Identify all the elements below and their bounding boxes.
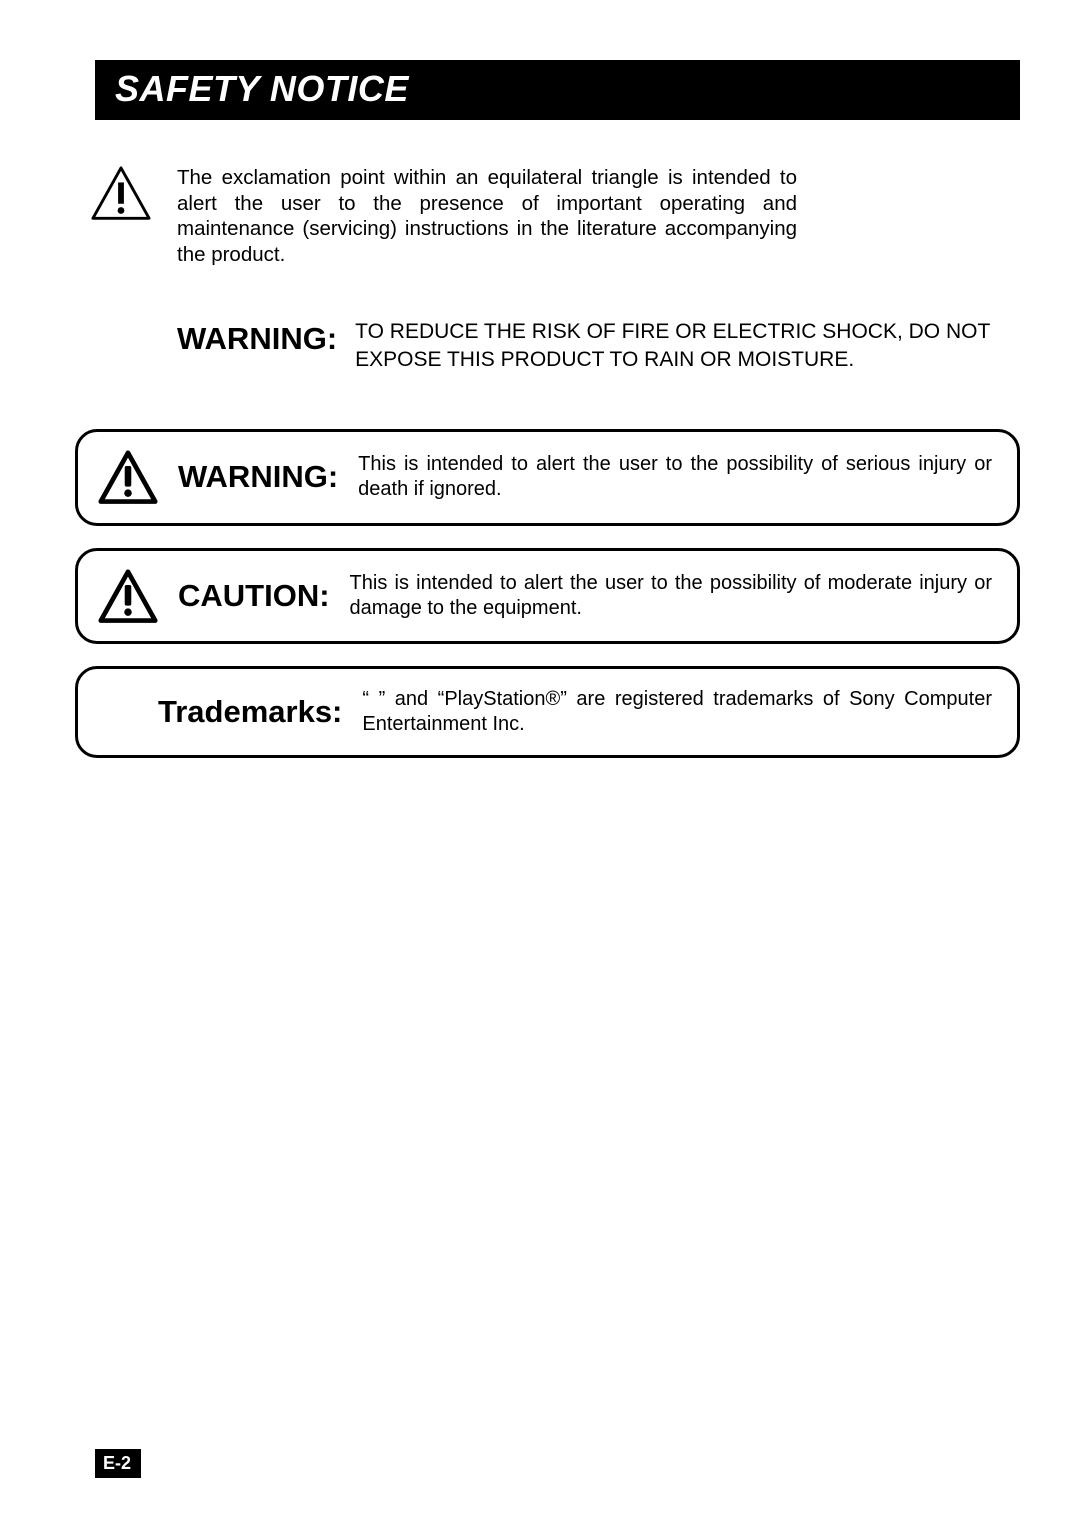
trademarks-text: “ ” and “PlayStation®” are registered tr… bbox=[362, 687, 992, 737]
warning-triangle-icon bbox=[98, 450, 158, 504]
intro-section: The exclamation point within an equilate… bbox=[95, 165, 1020, 268]
caution-triangle-icon bbox=[98, 569, 158, 623]
trademarks-box: Trademarks: “ ” and “PlayStation®” are r… bbox=[75, 666, 1020, 758]
warning-box-text: This is intended to alert the user to th… bbox=[358, 452, 992, 502]
caution-box-label: CAUTION: bbox=[178, 578, 330, 614]
warning-triangle-icon bbox=[90, 165, 152, 221]
warning-box: WARNING: This is intended to alert the u… bbox=[75, 429, 1020, 525]
trademarks-label: Trademarks: bbox=[158, 694, 342, 730]
caution-box-text: This is intended to alert the user to th… bbox=[350, 571, 992, 621]
warning-label: WARNING: bbox=[177, 321, 337, 357]
warning-fire-shock: WARNING: TO REDUCE THE RISK OF FIRE OR E… bbox=[177, 318, 1020, 375]
page-content: SAFETY NOTICE The exclamation point with… bbox=[0, 0, 1080, 758]
caution-box: CAUTION: This is intended to alert the u… bbox=[75, 548, 1020, 644]
warning-box-label: WARNING: bbox=[178, 459, 338, 495]
page-number: E-2 bbox=[95, 1449, 141, 1478]
safety-notice-title: SAFETY NOTICE bbox=[95, 60, 1020, 120]
warning-fire-shock-text: TO REDUCE THE RISK OF FIRE OR ELECTRIC S… bbox=[355, 318, 1020, 375]
intro-text: The exclamation point within an equilate… bbox=[177, 165, 797, 268]
